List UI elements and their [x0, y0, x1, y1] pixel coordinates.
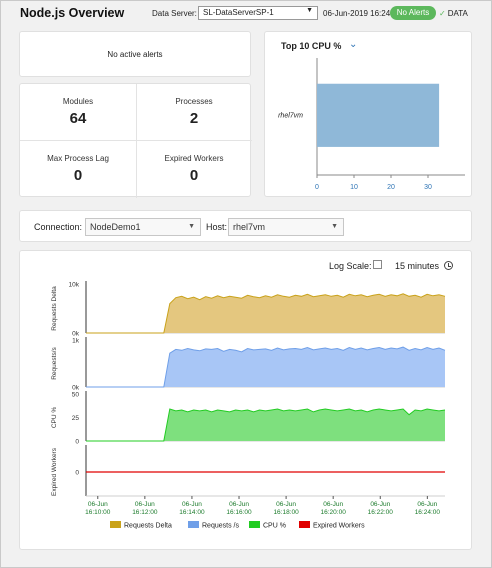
no-alerts-message: No active alerts [107, 50, 163, 59]
x-tick-time: 16:18:00 [273, 509, 299, 516]
y-tick-label: 1k [72, 338, 80, 345]
top10-title: Top 10 CPU % [281, 41, 342, 51]
connection-value: NodeDemo1 [90, 222, 141, 232]
data-server-value: SL-DataServerSP-1 [203, 8, 274, 17]
y-axis-label: Requests Delta [51, 286, 58, 331]
x-tick-date: 06-Jun [135, 501, 155, 508]
y-axis-label: CPU % [51, 407, 58, 429]
y-axis-label: Expired Workers [51, 447, 58, 496]
processes-value: 2 [189, 110, 199, 127]
series-area [86, 347, 445, 387]
log-scale-checkbox[interactable] [373, 260, 382, 269]
series-area [86, 409, 445, 441]
modules-label: Modules [62, 97, 94, 106]
legend-label: CPU % [263, 523, 286, 530]
connection-select[interactable]: NodeDemo1 ▼ [85, 218, 201, 236]
host-label: Host: [206, 222, 228, 232]
connection-bar: Connection: NodeDemo1 ▼ Host: rhel7vm ▼ [19, 210, 472, 242]
y-tick-label: 0 [75, 470, 79, 477]
x-tick-time: 16:16:00 [226, 509, 252, 516]
x-tick-date: 06-Jun [276, 501, 296, 508]
expired-workers-label: Expired Workers [164, 154, 224, 163]
processes-label: Processes [175, 97, 213, 106]
data-status-label: DATA [447, 9, 468, 18]
x-tick-label: 10 [350, 184, 358, 191]
y-tick-label: 0 [75, 439, 79, 446]
log-scale-label: Log Scale: [329, 261, 372, 271]
x-tick-date: 06-Jun [88, 501, 108, 508]
chevron-down-icon[interactable]: ⌄ [349, 39, 358, 50]
trend-chart-panel: Log Scale: 15 minutes Requests Delta 10k 0… [19, 250, 472, 550]
host-select[interactable]: rhel7vm ▼ [228, 218, 344, 236]
alerts-badge[interactable]: No Alerts [390, 6, 436, 20]
x-tick-date: 06-Jun [182, 501, 202, 508]
y-tick-label: 10k [69, 282, 80, 289]
x-tick-date: 06-Jun [370, 501, 390, 508]
x-tick-date: 06-Jun [229, 501, 249, 508]
processes-stat[interactable]: Processes 2 [136, 97, 252, 127]
category-label: rhel7vm [278, 112, 303, 119]
legend-swatch [299, 521, 310, 528]
modules-stat[interactable]: Modules 64 [20, 97, 136, 127]
x-tick-time: 16:24:00 [415, 509, 441, 516]
data-server-select[interactable]: SL-DataServerSP-1 ▼ [198, 6, 318, 20]
x-tick-date: 06-Jun [417, 501, 437, 508]
x-tick-label: 20 [387, 184, 395, 191]
expired-workers-stat[interactable]: Expired Workers 0 [136, 154, 252, 184]
check-icon: ✓ [439, 9, 446, 18]
modules-value: 64 [69, 110, 87, 127]
max-process-lag-label: Max Process Lag [47, 154, 109, 163]
x-tick-time: 16:12:00 [132, 509, 158, 516]
legend-swatch [188, 521, 199, 528]
top10-cpu-panel: Top 10 CPU % ⌄ 0 10 20 30 rhel7vm [264, 31, 472, 197]
alerts-panel: No active alerts [19, 31, 251, 77]
x-tick-time: 16:22:00 [368, 509, 394, 516]
series-line [86, 346, 446, 388]
page-title: Node.js Overview [20, 6, 125, 20]
max-process-lag-value: 0 [73, 167, 83, 184]
y-tick-label: 0k [72, 331, 80, 338]
clock-icon[interactable] [444, 261, 453, 270]
timestamp: 06-Jun-2019 16:24 [323, 9, 391, 18]
y-tick-label: 25 [72, 415, 80, 422]
x-tick-label: 30 [424, 184, 432, 191]
legend-swatch [110, 521, 121, 528]
legend-label: Requests /s [202, 523, 239, 530]
data-server-label: Data Server: [152, 9, 197, 18]
series-area [86, 293, 445, 333]
time-range-label[interactable]: 15 minutes [395, 261, 440, 271]
series-line [86, 293, 446, 334]
top10-bar-chart: 0 10 20 30 rhel7vm [278, 58, 465, 191]
chevron-down-icon: ▼ [331, 223, 338, 230]
bar [317, 83, 440, 147]
y-tick-label: 0k [72, 385, 80, 392]
x-tick-time: 16:14:00 [179, 509, 205, 516]
y-tick-label: 50 [72, 392, 80, 399]
legend-label: Expired Workers [313, 523, 365, 530]
x-tick-time: 16:20:00 [321, 509, 347, 516]
x-tick-label: 0 [315, 184, 319, 191]
data-status: ✓ DATA [439, 9, 468, 18]
x-tick-date: 06-Jun [323, 501, 343, 508]
connection-label: Connection: [34, 222, 83, 232]
legend-label: Requests Delta [124, 523, 172, 530]
chevron-down-icon: ▼ [306, 7, 313, 14]
y-axis-label: Requests/s [51, 346, 58, 379]
stats-panel: Modules 64 Processes 2 Max Process Lag 0… [19, 83, 252, 198]
legend-swatch [249, 521, 260, 528]
series-line [86, 408, 446, 442]
chevron-down-icon: ▼ [188, 223, 195, 230]
expired-workers-value: 0 [189, 167, 199, 184]
x-tick-time: 16:10:00 [85, 509, 111, 516]
divider [136, 84, 137, 198]
divider [20, 140, 252, 141]
max-process-lag-stat[interactable]: Max Process Lag 0 [20, 154, 136, 184]
host-value: rhel7vm [233, 222, 266, 232]
